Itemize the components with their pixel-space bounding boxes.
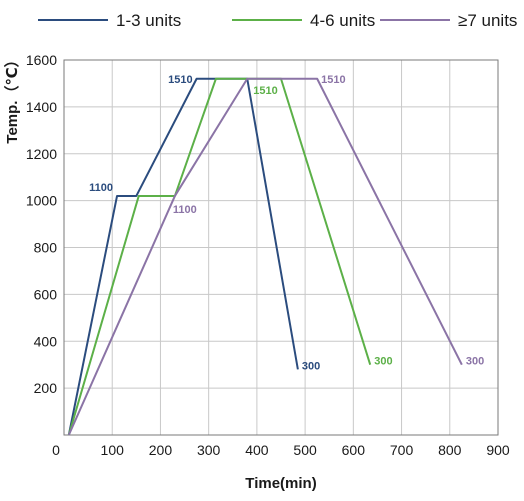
y-tick-label: 1400 [26,99,57,115]
y-axis-title: Temp.（℃） [3,52,21,143]
x-tick-label: 800 [438,442,462,458]
chart-grid [64,60,498,435]
data-label: 1100 [89,182,113,194]
x-tick-label: 700 [390,442,414,458]
y-tick-label: 1600 [26,52,57,68]
data-label: 300 [374,356,392,368]
legend-label: 1-3 units [116,11,181,30]
x-tick-label: 600 [342,442,366,458]
x-tick-label: 0 [52,442,60,458]
data-label: 300 [302,360,320,372]
data-label: 1510 [321,74,345,86]
data-label: 1100 [173,204,197,216]
y-tick-label: 600 [34,286,58,302]
data-annotations: 1100 1510 300 1510 300 1100 1510 300 [89,74,484,373]
x-tick-label: 200 [149,442,173,458]
y-tick-label: 1200 [26,146,57,162]
series-line-1 [67,77,299,436]
x-tick-label: 900 [486,442,510,458]
data-label: 300 [466,356,484,368]
series-lines [67,77,463,436]
x-axis-title: Time(min) [245,475,316,492]
plot-frame [63,59,499,436]
legend: 1-3 units 4-6 units ≥7 units [38,11,517,30]
data-label: 1510 [253,85,277,97]
series-line-3 [67,77,463,436]
data-label: 1510 [168,74,192,86]
y-tick-label: 200 [34,380,58,396]
legend-label: ≥7 units [458,11,517,30]
x-axis-ticks: 0 100 200 300 400 500 600 700 800 900 [52,442,510,458]
x-tick-label: 500 [293,442,317,458]
y-tick-label: 800 [34,240,58,256]
x-tick-label: 100 [101,442,125,458]
y-tick-label: 400 [34,333,58,349]
legend-label: 4-6 units [310,11,375,30]
y-axis-ticks: 200 400 600 800 1000 1200 1400 1600 [26,52,57,396]
x-tick-label: 400 [245,442,269,458]
y-tick-label: 1000 [26,193,57,209]
x-tick-label: 300 [197,442,221,458]
series-line-2 [67,77,372,436]
